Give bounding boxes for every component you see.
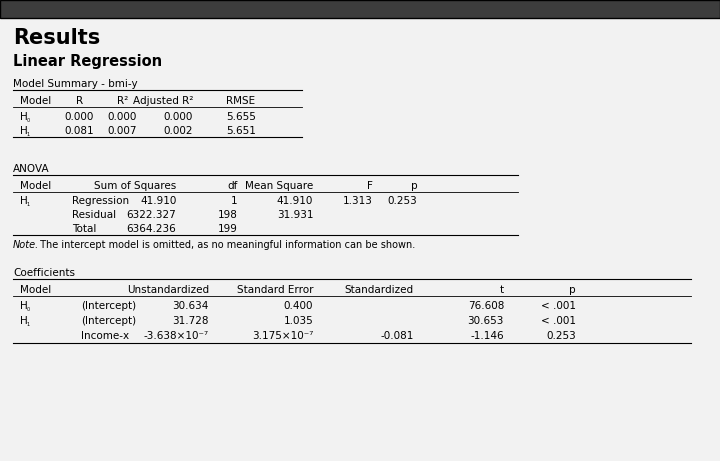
- Text: 0.400: 0.400: [284, 301, 313, 311]
- Text: Model Summary - bmi-y: Model Summary - bmi-y: [13, 79, 138, 89]
- Text: p: p: [411, 181, 418, 191]
- Text: -0.081: -0.081: [381, 331, 414, 341]
- Text: < .001: < .001: [541, 316, 576, 326]
- Text: ₁: ₁: [27, 199, 30, 208]
- Text: Note.: Note.: [13, 240, 39, 250]
- Text: H: H: [20, 301, 28, 311]
- Text: ₁: ₁: [27, 319, 30, 328]
- Text: 3.175×10⁻⁷: 3.175×10⁻⁷: [252, 331, 313, 341]
- Text: -1.146: -1.146: [470, 331, 504, 341]
- Text: Adjusted R²: Adjusted R²: [132, 96, 193, 106]
- Text: 30.653: 30.653: [467, 316, 504, 326]
- Text: 0.000: 0.000: [65, 112, 94, 122]
- Text: Standard Error: Standard Error: [237, 285, 313, 296]
- Text: H: H: [20, 196, 28, 207]
- Text: 1: 1: [231, 196, 238, 207]
- Text: 0.000: 0.000: [108, 112, 137, 122]
- Text: 5.651: 5.651: [226, 126, 256, 136]
- Text: 31.728: 31.728: [172, 316, 209, 326]
- Text: Income-x: Income-x: [81, 331, 129, 341]
- Text: RMSE: RMSE: [227, 96, 256, 106]
- Text: (Intercept): (Intercept): [81, 316, 136, 326]
- Text: ₀: ₀: [27, 115, 30, 124]
- Text: The intercept model is omitted, as no meaningful information can be shown.: The intercept model is omitted, as no me…: [37, 240, 415, 250]
- Text: 1.035: 1.035: [284, 316, 313, 326]
- Text: Model: Model: [20, 96, 51, 106]
- Text: 5.655: 5.655: [226, 112, 256, 122]
- Text: Model: Model: [20, 181, 51, 191]
- Text: 76.608: 76.608: [467, 301, 504, 311]
- Text: -3.638×10⁻⁷: -3.638×10⁻⁷: [144, 331, 209, 341]
- Text: Sum of Squares: Sum of Squares: [94, 181, 176, 191]
- Text: ANOVA: ANOVA: [13, 164, 50, 174]
- Text: Regression: Regression: [72, 196, 129, 207]
- Text: H: H: [20, 112, 28, 122]
- Text: t: t: [500, 285, 504, 296]
- Text: 0.081: 0.081: [64, 126, 94, 136]
- Text: 0.253: 0.253: [546, 331, 576, 341]
- Text: 198: 198: [217, 210, 238, 220]
- Text: 6364.236: 6364.236: [127, 224, 176, 234]
- Text: H: H: [20, 126, 28, 136]
- Text: Standardized: Standardized: [345, 285, 414, 296]
- Text: Model: Model: [20, 285, 51, 296]
- Text: Residual: Residual: [72, 210, 116, 220]
- Text: 31.931: 31.931: [276, 210, 313, 220]
- Text: 0.253: 0.253: [388, 196, 418, 207]
- Text: 0.007: 0.007: [108, 126, 137, 136]
- Text: 30.634: 30.634: [172, 301, 209, 311]
- Text: R²: R²: [117, 96, 128, 106]
- Text: < .001: < .001: [541, 301, 576, 311]
- Text: 6322.327: 6322.327: [127, 210, 176, 220]
- Text: 41.910: 41.910: [276, 196, 313, 207]
- Text: 0.002: 0.002: [163, 126, 193, 136]
- Text: F: F: [367, 181, 373, 191]
- Text: ₁: ₁: [27, 129, 30, 138]
- Text: 199: 199: [217, 224, 238, 234]
- Text: R: R: [76, 96, 83, 106]
- Text: Unstandardized: Unstandardized: [127, 285, 209, 296]
- Text: ₀: ₀: [27, 304, 30, 313]
- Text: 41.910: 41.910: [140, 196, 176, 207]
- Text: 0.000: 0.000: [163, 112, 193, 122]
- Text: Results: Results: [13, 28, 100, 47]
- Text: (Intercept): (Intercept): [81, 301, 136, 311]
- Text: df: df: [228, 181, 238, 191]
- Text: Coefficients: Coefficients: [13, 268, 75, 278]
- Text: Linear Regression: Linear Regression: [13, 54, 162, 70]
- Text: 1.313: 1.313: [343, 196, 373, 207]
- Text: p: p: [570, 285, 576, 296]
- Text: Mean Square: Mean Square: [245, 181, 313, 191]
- Text: Total: Total: [72, 224, 96, 234]
- Text: H: H: [20, 316, 28, 326]
